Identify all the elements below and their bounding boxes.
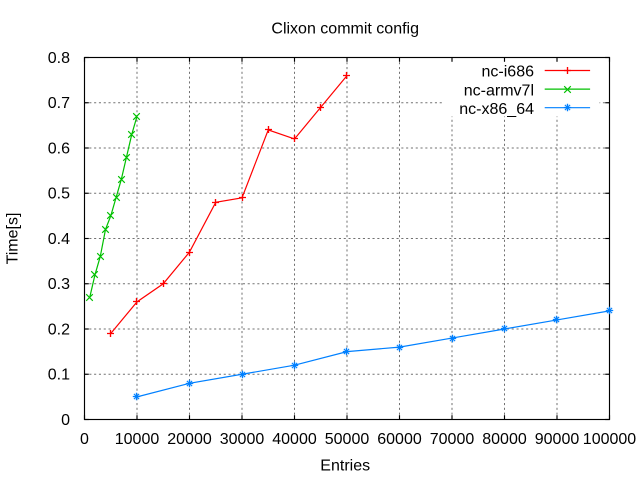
svg-text:50000: 50000	[325, 431, 370, 448]
svg-text:100000: 100000	[583, 431, 636, 448]
svg-text:60000: 60000	[377, 431, 422, 448]
svg-text:40000: 40000	[272, 431, 317, 448]
svg-text:0.4: 0.4	[48, 231, 70, 248]
svg-text:0.8: 0.8	[48, 50, 70, 67]
svg-text:nc-i686: nc-i686	[482, 64, 535, 81]
svg-text:0.6: 0.6	[48, 140, 70, 157]
svg-text:nc-armv7l: nc-armv7l	[464, 82, 534, 99]
svg-text:0.2: 0.2	[48, 321, 70, 338]
svg-text:90000: 90000	[535, 431, 580, 448]
svg-text:10000: 10000	[115, 431, 160, 448]
svg-text:30000: 30000	[220, 431, 265, 448]
svg-text:Entries: Entries	[320, 458, 370, 475]
svg-text:0.5: 0.5	[48, 186, 70, 203]
svg-text:Clixon commit config: Clixon commit config	[271, 20, 419, 37]
svg-text:0: 0	[80, 431, 89, 448]
svg-text:0.7: 0.7	[48, 95, 70, 112]
svg-text:0.1: 0.1	[48, 367, 70, 384]
svg-text:20000: 20000	[167, 431, 212, 448]
svg-text:0.3: 0.3	[48, 276, 70, 293]
svg-text:nc-x86_64: nc-x86_64	[459, 101, 534, 118]
svg-text:0: 0	[61, 412, 70, 429]
svg-text:Time[s]: Time[s]	[5, 213, 22, 265]
svg-text:80000: 80000	[482, 431, 527, 448]
svg-text:70000: 70000	[430, 431, 475, 448]
